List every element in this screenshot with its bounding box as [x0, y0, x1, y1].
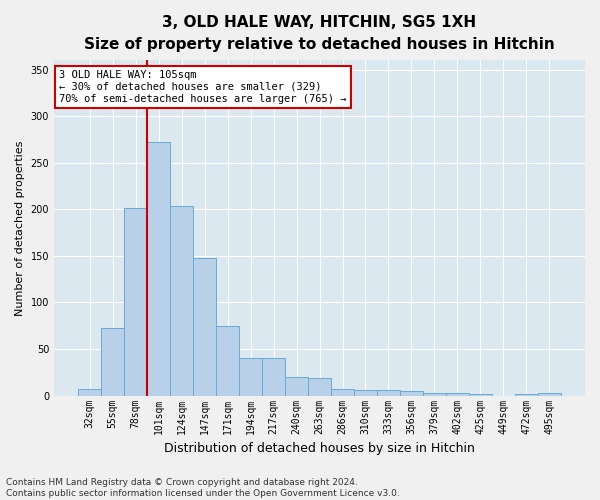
Bar	[101, 328, 124, 396]
Bar	[331, 389, 354, 396]
Bar	[216, 326, 239, 396]
Bar	[377, 390, 400, 396]
Bar	[400, 391, 423, 396]
Bar	[423, 393, 446, 396]
Title: 3, OLD HALE WAY, HITCHIN, SG5 1XH
Size of property relative to detached houses i: 3, OLD HALE WAY, HITCHIN, SG5 1XH Size o…	[84, 15, 555, 52]
X-axis label: Distribution of detached houses by size in Hitchin: Distribution of detached houses by size …	[164, 442, 475, 455]
Bar	[285, 377, 308, 396]
Bar	[308, 378, 331, 396]
Bar	[515, 394, 538, 396]
Bar	[78, 389, 101, 396]
Bar	[469, 394, 492, 396]
Y-axis label: Number of detached properties: Number of detached properties	[15, 140, 25, 316]
Bar	[354, 390, 377, 396]
Bar	[193, 258, 216, 396]
Bar	[262, 358, 285, 396]
Bar	[538, 393, 561, 396]
Bar	[124, 208, 147, 396]
Bar	[239, 358, 262, 396]
Text: Contains HM Land Registry data © Crown copyright and database right 2024.
Contai: Contains HM Land Registry data © Crown c…	[6, 478, 400, 498]
Bar	[147, 142, 170, 396]
Bar	[446, 393, 469, 396]
Bar	[170, 206, 193, 396]
Text: 3 OLD HALE WAY: 105sqm
← 30% of detached houses are smaller (329)
70% of semi-de: 3 OLD HALE WAY: 105sqm ← 30% of detached…	[59, 70, 347, 104]
